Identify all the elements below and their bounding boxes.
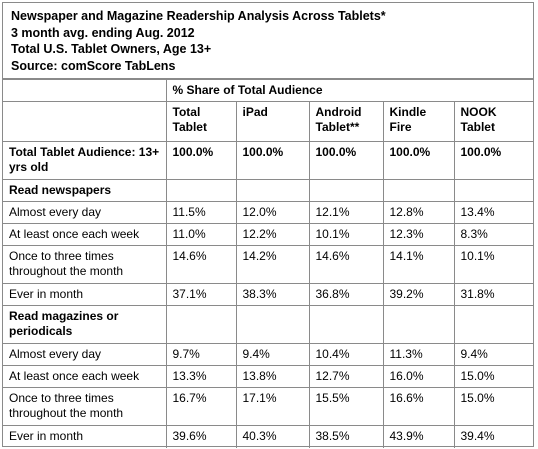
table-cell: 9.4% xyxy=(453,343,534,366)
table-cell: 12.8% xyxy=(382,201,455,224)
table-cell: 16.6% xyxy=(382,387,455,426)
table-cell: 43.9% xyxy=(382,425,455,448)
table-cell: 38.5% xyxy=(308,425,384,448)
column-header-kindle-fire: Kindle Fire xyxy=(382,101,455,142)
table-cell: 100.0% xyxy=(453,141,534,180)
table-cell: 36.8% xyxy=(308,283,384,306)
row-label: Almost every day xyxy=(3,343,167,366)
table-cell: 8.3% xyxy=(453,223,534,246)
table-cell: 13.4% xyxy=(453,201,534,224)
row-label: At least once each week xyxy=(3,365,167,388)
group-header-row: % Share of Total Audience xyxy=(3,79,534,102)
group-header: % Share of Total Audience xyxy=(165,79,534,102)
table-cell: 15.5% xyxy=(308,387,384,426)
column-header-total-tablet: Total Tablet xyxy=(165,101,237,142)
table-cell: 11.5% xyxy=(165,201,237,224)
section-title-row: Read magazines or periodicals xyxy=(3,305,534,344)
table-row: Ever in month 39.6% 40.3% 38.5% 43.9% 39… xyxy=(3,425,534,448)
table-cell: 100.0% xyxy=(308,141,384,180)
table-cell: 31.8% xyxy=(453,283,534,306)
table-cell: 17.1% xyxy=(235,387,310,426)
table-cell: 15.0% xyxy=(453,365,534,388)
table-cell: 12.2% xyxy=(235,223,310,246)
table-row: At least once each week 13.3% 13.8% 12.7… xyxy=(3,365,534,388)
row-label: Ever in month xyxy=(3,283,167,306)
title-line-4: Source: comScore TabLens xyxy=(11,58,176,73)
table-cell: 14.2% xyxy=(235,245,310,284)
total-audience-row: Total Tablet Audience: 13+ yrs old 100.0… xyxy=(3,141,534,180)
table-cell: 100.0% xyxy=(382,141,455,180)
table-cell: 100.0% xyxy=(165,141,237,180)
table-row: Once to three times throughout the month… xyxy=(3,245,534,284)
section-title: Read magazines or periodicals xyxy=(3,305,167,344)
table-row: At least once each week 11.0% 12.2% 10.1… xyxy=(3,223,534,246)
column-header-nook-tablet: NOOK Tablet xyxy=(453,101,534,142)
table-row: Ever in month 37.1% 38.3% 36.8% 39.2% 31… xyxy=(3,283,534,306)
empty-label-cell xyxy=(3,101,167,142)
row-label: Once to three times throughout the month xyxy=(3,387,167,426)
table-cell: 16.0% xyxy=(382,365,455,388)
table-cell: 12.0% xyxy=(235,201,310,224)
row-label: Ever in month xyxy=(3,425,167,448)
table-cell: 10.1% xyxy=(453,245,534,284)
table-cell: 14.6% xyxy=(308,245,384,284)
table-cell: 16.7% xyxy=(165,387,237,426)
column-header-android-tablet: Android Tablet** xyxy=(308,101,384,142)
table-header: Newspaper and Magazine Readership Analys… xyxy=(3,3,533,79)
table-cell: 11.0% xyxy=(165,223,237,246)
title-line-2: 3 month avg. ending Aug. 2012 xyxy=(11,25,195,40)
column-header-ipad: iPad xyxy=(235,101,310,142)
table-cell: 12.7% xyxy=(308,365,384,388)
section-title-row: Read newspapers xyxy=(3,179,534,202)
title-line-1: Newspaper and Magazine Readership Analys… xyxy=(11,9,386,23)
table-cell: 12.3% xyxy=(382,223,455,246)
table-row: Almost every day 11.5% 12.0% 12.1% 12.8%… xyxy=(3,201,534,224)
empty-corner-cell xyxy=(3,79,167,102)
table-cell: 100.0% xyxy=(235,141,310,180)
table-cell: 10.4% xyxy=(308,343,384,366)
table-cell: 15.0% xyxy=(453,387,534,426)
table-row: Almost every day 9.7% 9.4% 10.4% 11.3% 9… xyxy=(3,343,534,366)
table-cell: 14.6% xyxy=(165,245,237,284)
row-label: Almost every day xyxy=(3,201,167,224)
table-cell: 13.3% xyxy=(165,365,237,388)
table-cell: 11.3% xyxy=(382,343,455,366)
row-label: Total Tablet Audience: 13+ yrs old xyxy=(3,141,167,180)
table-cell: 39.4% xyxy=(453,425,534,448)
table-cell: 9.7% xyxy=(165,343,237,366)
section-title: Read newspapers xyxy=(3,179,167,202)
table-cell: 38.3% xyxy=(235,283,310,306)
row-label: Once to three times throughout the month xyxy=(3,245,167,284)
readership-table: % Share of Total Audience Total Tablet i… xyxy=(3,79,534,448)
table-cell: 10.1% xyxy=(308,223,384,246)
table-cell: 9.4% xyxy=(235,343,310,366)
table-cell: 12.1% xyxy=(308,201,384,224)
title-line-3: Total U.S. Tablet Owners, Age 13+ xyxy=(11,42,212,56)
table-cell: 14.1% xyxy=(382,245,455,284)
column-header-row: Total Tablet iPad Android Tablet** Kindl… xyxy=(3,101,534,142)
table-cell: 40.3% xyxy=(235,425,310,448)
table-cell: 13.8% xyxy=(235,365,310,388)
row-label: At least once each week xyxy=(3,223,167,246)
table-cell: 37.1% xyxy=(165,283,237,306)
table-cell: 39.2% xyxy=(382,283,455,306)
table-row: Once to three times throughout the month… xyxy=(3,387,534,426)
table-cell: 39.6% xyxy=(165,425,237,448)
